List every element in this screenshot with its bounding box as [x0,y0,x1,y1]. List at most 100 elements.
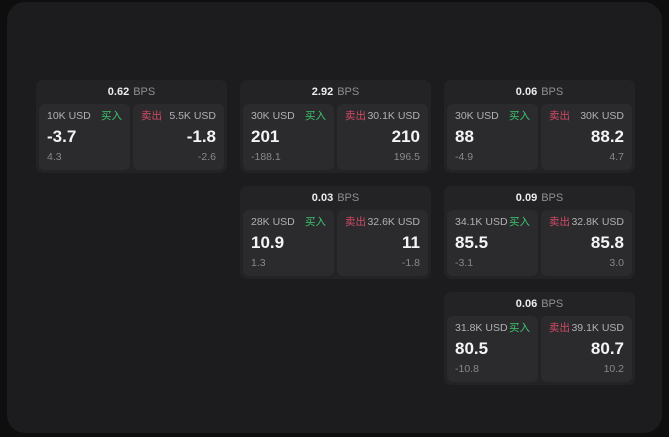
sell-price: 11 [402,233,420,253]
sell-delta: 4.7 [609,151,624,164]
buy-price: 10.9 [251,233,285,253]
buy-price: 88 [455,127,474,147]
sell-side-label: 卖出 [549,322,570,334]
buy-side-label: 买入 [509,216,530,228]
bps-unit-label: BPS [541,298,564,310]
buy-amount-label: 28K USD [251,216,295,228]
sell-tile-top: 卖出 32.8K USD [549,216,624,229]
buy-quote-tile[interactable]: 31.8K USD 买入 80.5 -10.8 [447,316,538,382]
spread-bps-value: 0.06 [515,86,538,98]
sell-delta: -2.6 [197,151,216,164]
buy-amount-label: 34.1K USD [455,216,508,228]
buy-delta: -188.1 [251,151,281,164]
sell-price: 85.8 [590,233,624,253]
sell-amount-label: 32.8K USD [571,216,624,228]
buy-quote-tile[interactable]: 28K USD 买入 10.9 1.3 [243,210,334,276]
bps-unit-label: BPS [541,86,564,98]
sell-amount-label: 39.1K USD [571,322,624,334]
quote-tiles: 30K USD 买入 88 -4.9 卖出 30K USD 88.2 4.7 [447,104,632,170]
buy-price: 80.5 [455,339,489,359]
sell-quote-tile[interactable]: 卖出 5.5K USD -1.8 -2.6 [133,104,224,170]
bps-unit-label: BPS [337,86,360,98]
quote-tiles: 10K USD 买入 -3.7 4.3 卖出 5.5K USD -1.8 -2.… [39,104,224,170]
quote-tiles: 31.8K USD 买入 80.5 -10.8 卖出 39.1K USD 80.… [447,316,632,382]
spread-header: 0.62 BPS [39,80,224,104]
buy-amount-label: 31.8K USD [455,322,508,334]
buy-delta: -4.9 [455,151,474,164]
buy-delta: 1.3 [251,257,266,270]
sell-side-label: 卖出 [549,110,570,122]
spread-header: 2.92 BPS [243,80,428,104]
spread-bps-value: 0.06 [515,298,538,310]
buy-price: 201 [251,127,280,147]
spread-bps-value: 0.03 [311,192,334,204]
buy-tile-top: 30K USD 买入 [251,110,326,123]
quote-tiles: 28K USD 买入 10.9 1.3 卖出 32.6K USD 11 -1.8 [243,210,428,276]
sell-tile-top: 卖出 39.1K USD [549,322,624,335]
sell-price: 80.7 [590,339,624,359]
sell-side-label: 卖出 [549,216,570,228]
spread-header: 0.03 BPS [243,186,428,210]
quote-board-panel: 0.62 BPS 10K USD 买入 -3.7 4.3 卖出 5.5K USD… [7,2,662,433]
spread-bps-value: 0.09 [515,192,538,204]
buy-price: 85.5 [455,233,489,253]
sell-quote-tile[interactable]: 卖出 30.1K USD 210 196.5 [337,104,428,170]
buy-tile-top: 10K USD 买入 [47,110,122,123]
sell-price: 88.2 [590,127,624,147]
sell-price: 210 [391,127,420,147]
sell-delta: 10.2 [603,363,624,376]
sell-quote-tile[interactable]: 卖出 32.8K USD 85.8 3.0 [541,210,632,276]
sell-delta: 3.0 [609,257,624,270]
sell-delta: -1.8 [401,257,420,270]
sell-amount-label: 30.1K USD [367,110,420,122]
buy-quote-tile[interactable]: 34.1K USD 买入 85.5 -3.1 [447,210,538,276]
quote-card-grid: 0.62 BPS 10K USD 买入 -3.7 4.3 卖出 5.5K USD… [36,80,635,385]
buy-side-label: 买入 [101,110,122,122]
buy-delta: 4.3 [47,151,62,164]
buy-amount-label: 30K USD [251,110,295,122]
spread-header: 0.09 BPS [447,186,632,210]
sell-quote-tile[interactable]: 卖出 32.6K USD 11 -1.8 [337,210,428,276]
quote-card: 0.62 BPS 10K USD 买入 -3.7 4.3 卖出 5.5K USD… [36,80,227,173]
bps-unit-label: BPS [337,192,360,204]
sell-delta: 196.5 [393,151,420,164]
quote-card: 0.09 BPS 34.1K USD 买入 85.5 -3.1 卖出 32.8K… [444,186,635,279]
buy-side-label: 买入 [509,110,530,122]
spread-bps-value: 2.92 [311,86,334,98]
sell-side-label: 卖出 [345,216,366,228]
buy-price: -3.7 [47,127,77,147]
buy-tile-top: 28K USD 买入 [251,216,326,229]
quote-tiles: 34.1K USD 买入 85.5 -3.1 卖出 32.8K USD 85.8… [447,210,632,276]
sell-quote-tile[interactable]: 卖出 39.1K USD 80.7 10.2 [541,316,632,382]
spread-header: 0.06 BPS [447,80,632,104]
sell-amount-label: 30K USD [580,110,624,122]
buy-quote-tile[interactable]: 30K USD 买入 88 -4.9 [447,104,538,170]
sell-tile-top: 卖出 32.6K USD [345,216,420,229]
quote-card: 0.03 BPS 28K USD 买入 10.9 1.3 卖出 32.6K US… [240,186,431,279]
buy-amount-label: 30K USD [455,110,499,122]
bps-unit-label: BPS [541,192,564,204]
buy-tile-top: 30K USD 买入 [455,110,530,123]
quote-card: 0.06 BPS 30K USD 买入 88 -4.9 卖出 30K USD 8… [444,80,635,173]
buy-quote-tile[interactable]: 30K USD 买入 201 -188.1 [243,104,334,170]
buy-quote-tile[interactable]: 10K USD 买入 -3.7 4.3 [39,104,130,170]
spread-header: 0.06 BPS [447,292,632,316]
buy-tile-top: 31.8K USD 买入 [455,322,530,335]
sell-quote-tile[interactable]: 卖出 30K USD 88.2 4.7 [541,104,632,170]
sell-tile-top: 卖出 30K USD [549,110,624,123]
buy-tile-top: 34.1K USD 买入 [455,216,530,229]
buy-side-label: 买入 [305,110,326,122]
quote-tiles: 30K USD 买入 201 -188.1 卖出 30.1K USD 210 1… [243,104,428,170]
sell-side-label: 卖出 [141,110,162,122]
bps-unit-label: BPS [133,86,156,98]
sell-amount-label: 5.5K USD [169,110,216,122]
quote-card: 2.92 BPS 30K USD 买入 201 -188.1 卖出 30.1K … [240,80,431,173]
sell-tile-top: 卖出 5.5K USD [141,110,216,123]
sell-amount-label: 32.6K USD [367,216,420,228]
buy-amount-label: 10K USD [47,110,91,122]
buy-delta: -10.8 [455,363,479,376]
spread-bps-value: 0.62 [107,86,130,98]
quote-card: 0.06 BPS 31.8K USD 买入 80.5 -10.8 卖出 39.1… [444,292,635,385]
buy-side-label: 买入 [509,322,530,334]
